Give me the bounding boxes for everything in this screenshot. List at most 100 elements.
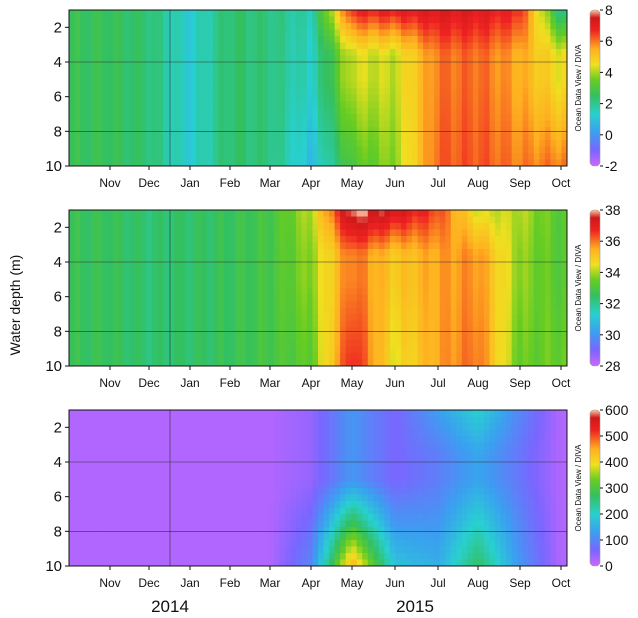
heatmap-cell	[229, 353, 236, 361]
heatmap-cell	[522, 23, 529, 31]
heatmap-cell	[517, 275, 524, 283]
heatmap-cell	[561, 307, 567, 315]
colorbar-tick-label: 2	[605, 96, 613, 112]
heatmap-cell	[279, 133, 286, 141]
heatmap-cell	[129, 229, 136, 237]
heatmap-cell	[384, 307, 391, 315]
heatmap-cell	[340, 101, 347, 109]
heatmap-cell	[163, 114, 170, 122]
heatmap-cell	[80, 442, 87, 450]
heatmap-cell	[517, 294, 524, 302]
heatmap-cell	[135, 29, 142, 37]
heatmap-cell	[174, 320, 181, 328]
heatmap-cell	[168, 42, 175, 50]
heatmap-cell	[301, 242, 308, 250]
heatmap-cell	[207, 210, 214, 218]
heatmap-cell	[472, 62, 480, 70]
heatmap-cell	[318, 88, 325, 96]
heatmap-cell	[179, 107, 186, 115]
heatmap-cell	[124, 540, 131, 548]
y-tick-label: 2	[54, 19, 62, 36]
heatmap-cell	[218, 146, 225, 154]
heatmap-cell	[129, 314, 136, 322]
heatmap-cell	[124, 359, 131, 366]
heatmap-cell	[395, 101, 402, 109]
heatmap-cell	[306, 127, 314, 135]
heatmap-cell	[550, 359, 557, 366]
heatmap-cell	[229, 153, 236, 161]
heatmap-cell	[522, 10, 529, 18]
heatmap-cell	[550, 353, 557, 361]
heatmap-cell	[362, 94, 369, 102]
heatmap-cell	[395, 49, 402, 57]
heatmap-cell	[157, 223, 164, 231]
heatmap-cell	[439, 314, 446, 322]
heatmap-cell	[351, 159, 358, 166]
heatmap-cell	[445, 107, 452, 115]
heatmap-cell	[129, 210, 136, 218]
heatmap-cell	[290, 353, 297, 361]
heatmap-cell	[533, 327, 540, 335]
heatmap-cell	[467, 301, 474, 309]
heatmap-cell	[506, 288, 513, 296]
heatmap-cell	[461, 88, 468, 96]
heatmap-cell	[539, 333, 546, 341]
heatmap-cell	[561, 42, 567, 50]
heatmap-cell	[506, 42, 513, 50]
heatmap-cell	[268, 353, 275, 361]
heatmap-cell	[461, 42, 468, 50]
heatmap-cell	[522, 210, 529, 218]
heatmap-cell	[284, 133, 291, 141]
heatmap-cell	[262, 23, 269, 31]
heatmap-cell	[500, 281, 507, 289]
heatmap-cell	[273, 81, 280, 89]
heatmap-cell	[80, 294, 87, 302]
heatmap-cell	[384, 16, 391, 24]
heatmap-cell	[113, 255, 120, 263]
heatmap-cell	[235, 120, 242, 128]
heatmap-cell	[412, 288, 419, 296]
heatmap-cell	[378, 101, 385, 109]
heatmap-cell	[168, 301, 175, 309]
heatmap-cell	[362, 249, 369, 257]
heatmap-cell	[85, 294, 92, 302]
heatmap-cell	[91, 346, 98, 354]
heatmap-cell	[140, 36, 148, 44]
heatmap-cell	[434, 101, 441, 109]
heatmap-cell	[334, 301, 341, 309]
heatmap-cell	[389, 49, 397, 57]
heatmap-cell	[323, 288, 330, 296]
heatmap-cell	[69, 268, 76, 276]
heatmap-cell	[74, 49, 81, 57]
heatmap-cell	[168, 475, 175, 483]
heatmap-cell	[450, 159, 457, 166]
heatmap-cell	[91, 223, 98, 231]
heatmap-cell	[522, 242, 529, 250]
heatmap-cell	[301, 249, 308, 257]
heatmap-cell	[152, 140, 159, 148]
heatmap-cell	[312, 288, 319, 296]
heatmap-cell	[456, 275, 463, 283]
heatmap-cell	[80, 455, 87, 463]
heatmap-cell	[85, 107, 92, 115]
heatmap-cell	[428, 146, 435, 154]
heatmap-cell	[362, 229, 369, 237]
heatmap-cell	[85, 527, 92, 535]
heatmap-cell	[268, 307, 275, 315]
heatmap-cell	[80, 494, 87, 502]
heatmap-cell	[113, 107, 120, 115]
heatmap-cell	[401, 346, 408, 354]
heatmap-cell	[268, 140, 275, 148]
heatmap-cell	[135, 49, 142, 57]
heatmap-cell	[140, 340, 148, 348]
heatmap-cell	[102, 488, 109, 496]
heatmap-cell	[129, 507, 136, 515]
heatmap-cell	[190, 159, 197, 166]
heatmap-cell	[157, 120, 164, 128]
heatmap-cell	[323, 127, 330, 135]
heatmap-cell	[107, 494, 114, 502]
heatmap-cell	[251, 268, 258, 276]
heatmap-cell	[262, 262, 269, 270]
heatmap-cell	[179, 314, 186, 322]
heatmap-cell	[201, 81, 208, 89]
